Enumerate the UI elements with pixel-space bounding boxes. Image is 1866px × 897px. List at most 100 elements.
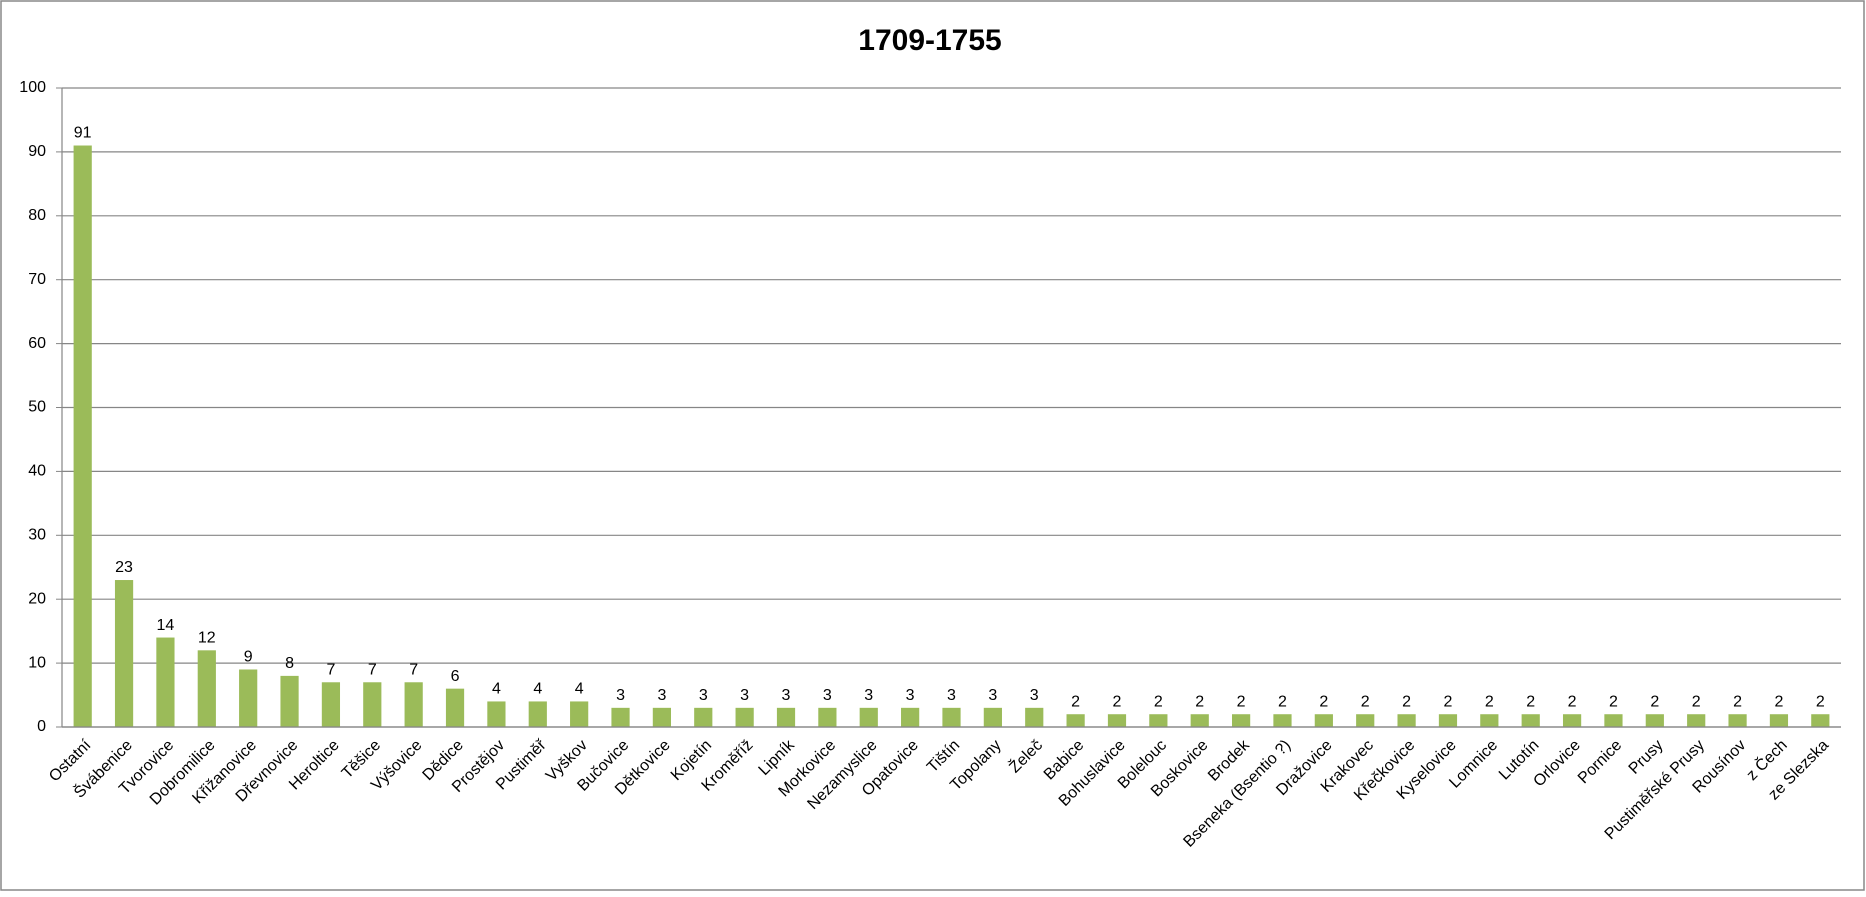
data-label: 2: [1319, 693, 1328, 710]
data-label: 3: [823, 687, 832, 704]
y-tick-label: 30: [28, 527, 46, 544]
bar: [156, 637, 175, 727]
data-label: 91: [74, 125, 92, 142]
data-label: 4: [492, 681, 501, 698]
bar: [445, 688, 465, 727]
bar: [1562, 714, 1582, 727]
bar: [983, 707, 1002, 727]
data-label: 6: [451, 668, 460, 685]
data-label: 3: [740, 687, 749, 704]
bar: [1025, 707, 1044, 727]
bar: [1811, 714, 1830, 727]
y-tick-label: 20: [28, 590, 46, 607]
bar: [694, 707, 713, 727]
bar: [859, 707, 878, 727]
bar: [1438, 714, 1458, 727]
bar: [197, 650, 216, 727]
bar: [1728, 714, 1747, 727]
data-label: 12: [198, 630, 216, 647]
data-label: 2: [1609, 693, 1618, 710]
bar: [363, 682, 382, 727]
bar: [1480, 714, 1499, 727]
data-label: 2: [1071, 693, 1080, 710]
bar: [776, 707, 796, 727]
data-label: 3: [947, 687, 956, 704]
y-tick-label: 50: [28, 399, 46, 416]
data-label: 14: [157, 617, 175, 634]
bar: [528, 701, 547, 727]
bar: [1107, 714, 1127, 727]
data-label: 3: [1030, 687, 1039, 704]
bar: [735, 707, 754, 727]
bar: [570, 701, 589, 727]
bar: [1769, 714, 1789, 727]
y-tick-label: 80: [28, 207, 46, 224]
data-label: 2: [1568, 693, 1577, 710]
bar: [487, 701, 506, 727]
data-label: 2: [1237, 693, 1246, 710]
data-label: 2: [1154, 693, 1163, 710]
bar: [942, 707, 961, 727]
data-label: 7: [409, 661, 418, 678]
bar: [818, 707, 837, 727]
bar: [1273, 714, 1292, 727]
data-label: 2: [1526, 693, 1535, 710]
data-label: 3: [616, 687, 625, 704]
bar: [1314, 714, 1333, 727]
data-label: 2: [1402, 693, 1411, 710]
bar: [73, 145, 92, 727]
data-label: 8: [285, 655, 294, 672]
y-tick-label: 100: [19, 79, 46, 96]
bar: [404, 682, 423, 727]
data-label: 4: [533, 681, 542, 698]
data-label: 2: [1444, 693, 1453, 710]
data-label: 3: [864, 687, 873, 704]
data-label: 9: [244, 649, 253, 666]
data-label: 2: [1195, 693, 1204, 710]
bar: [1149, 714, 1168, 727]
bar: [1687, 714, 1706, 727]
bar: [321, 682, 341, 727]
data-label: 7: [368, 661, 377, 678]
y-tick-label: 70: [28, 271, 46, 288]
bar: [652, 707, 671, 727]
data-label: 3: [906, 687, 915, 704]
data-label: 2: [1113, 693, 1122, 710]
data-label: 2: [1278, 693, 1287, 710]
bar: [280, 675, 299, 727]
bar: [1645, 714, 1664, 727]
bar: [1066, 714, 1085, 727]
data-label: 3: [657, 687, 666, 704]
data-label: 3: [782, 687, 791, 704]
data-label: 3: [988, 687, 997, 704]
y-tick-label: 0: [37, 718, 46, 735]
bar: [114, 580, 134, 727]
data-label: 2: [1361, 693, 1370, 710]
bar: [239, 669, 258, 727]
y-tick-label: 60: [28, 335, 46, 352]
bar: [1190, 714, 1209, 727]
bar: [1521, 714, 1540, 727]
data-label: 23: [115, 559, 133, 576]
y-tick-label: 90: [28, 143, 46, 160]
chart-title: 1709-1755: [858, 24, 1001, 57]
data-label: 7: [326, 661, 335, 678]
data-label: 2: [1650, 693, 1659, 710]
bar: [611, 707, 630, 727]
data-label: 3: [699, 687, 708, 704]
data-label: 2: [1733, 693, 1742, 710]
data-label: 4: [575, 681, 584, 698]
bar: [1232, 714, 1251, 727]
y-tick-label: 10: [28, 654, 46, 671]
bar: [1356, 714, 1375, 727]
bar: [1604, 714, 1623, 727]
data-label: 2: [1816, 693, 1825, 710]
y-tick-label: 40: [28, 463, 46, 480]
data-label: 2: [1774, 693, 1783, 710]
bar: [1397, 714, 1416, 727]
bar: [901, 707, 920, 727]
data-label: 2: [1692, 693, 1701, 710]
data-label: 2: [1485, 693, 1494, 710]
